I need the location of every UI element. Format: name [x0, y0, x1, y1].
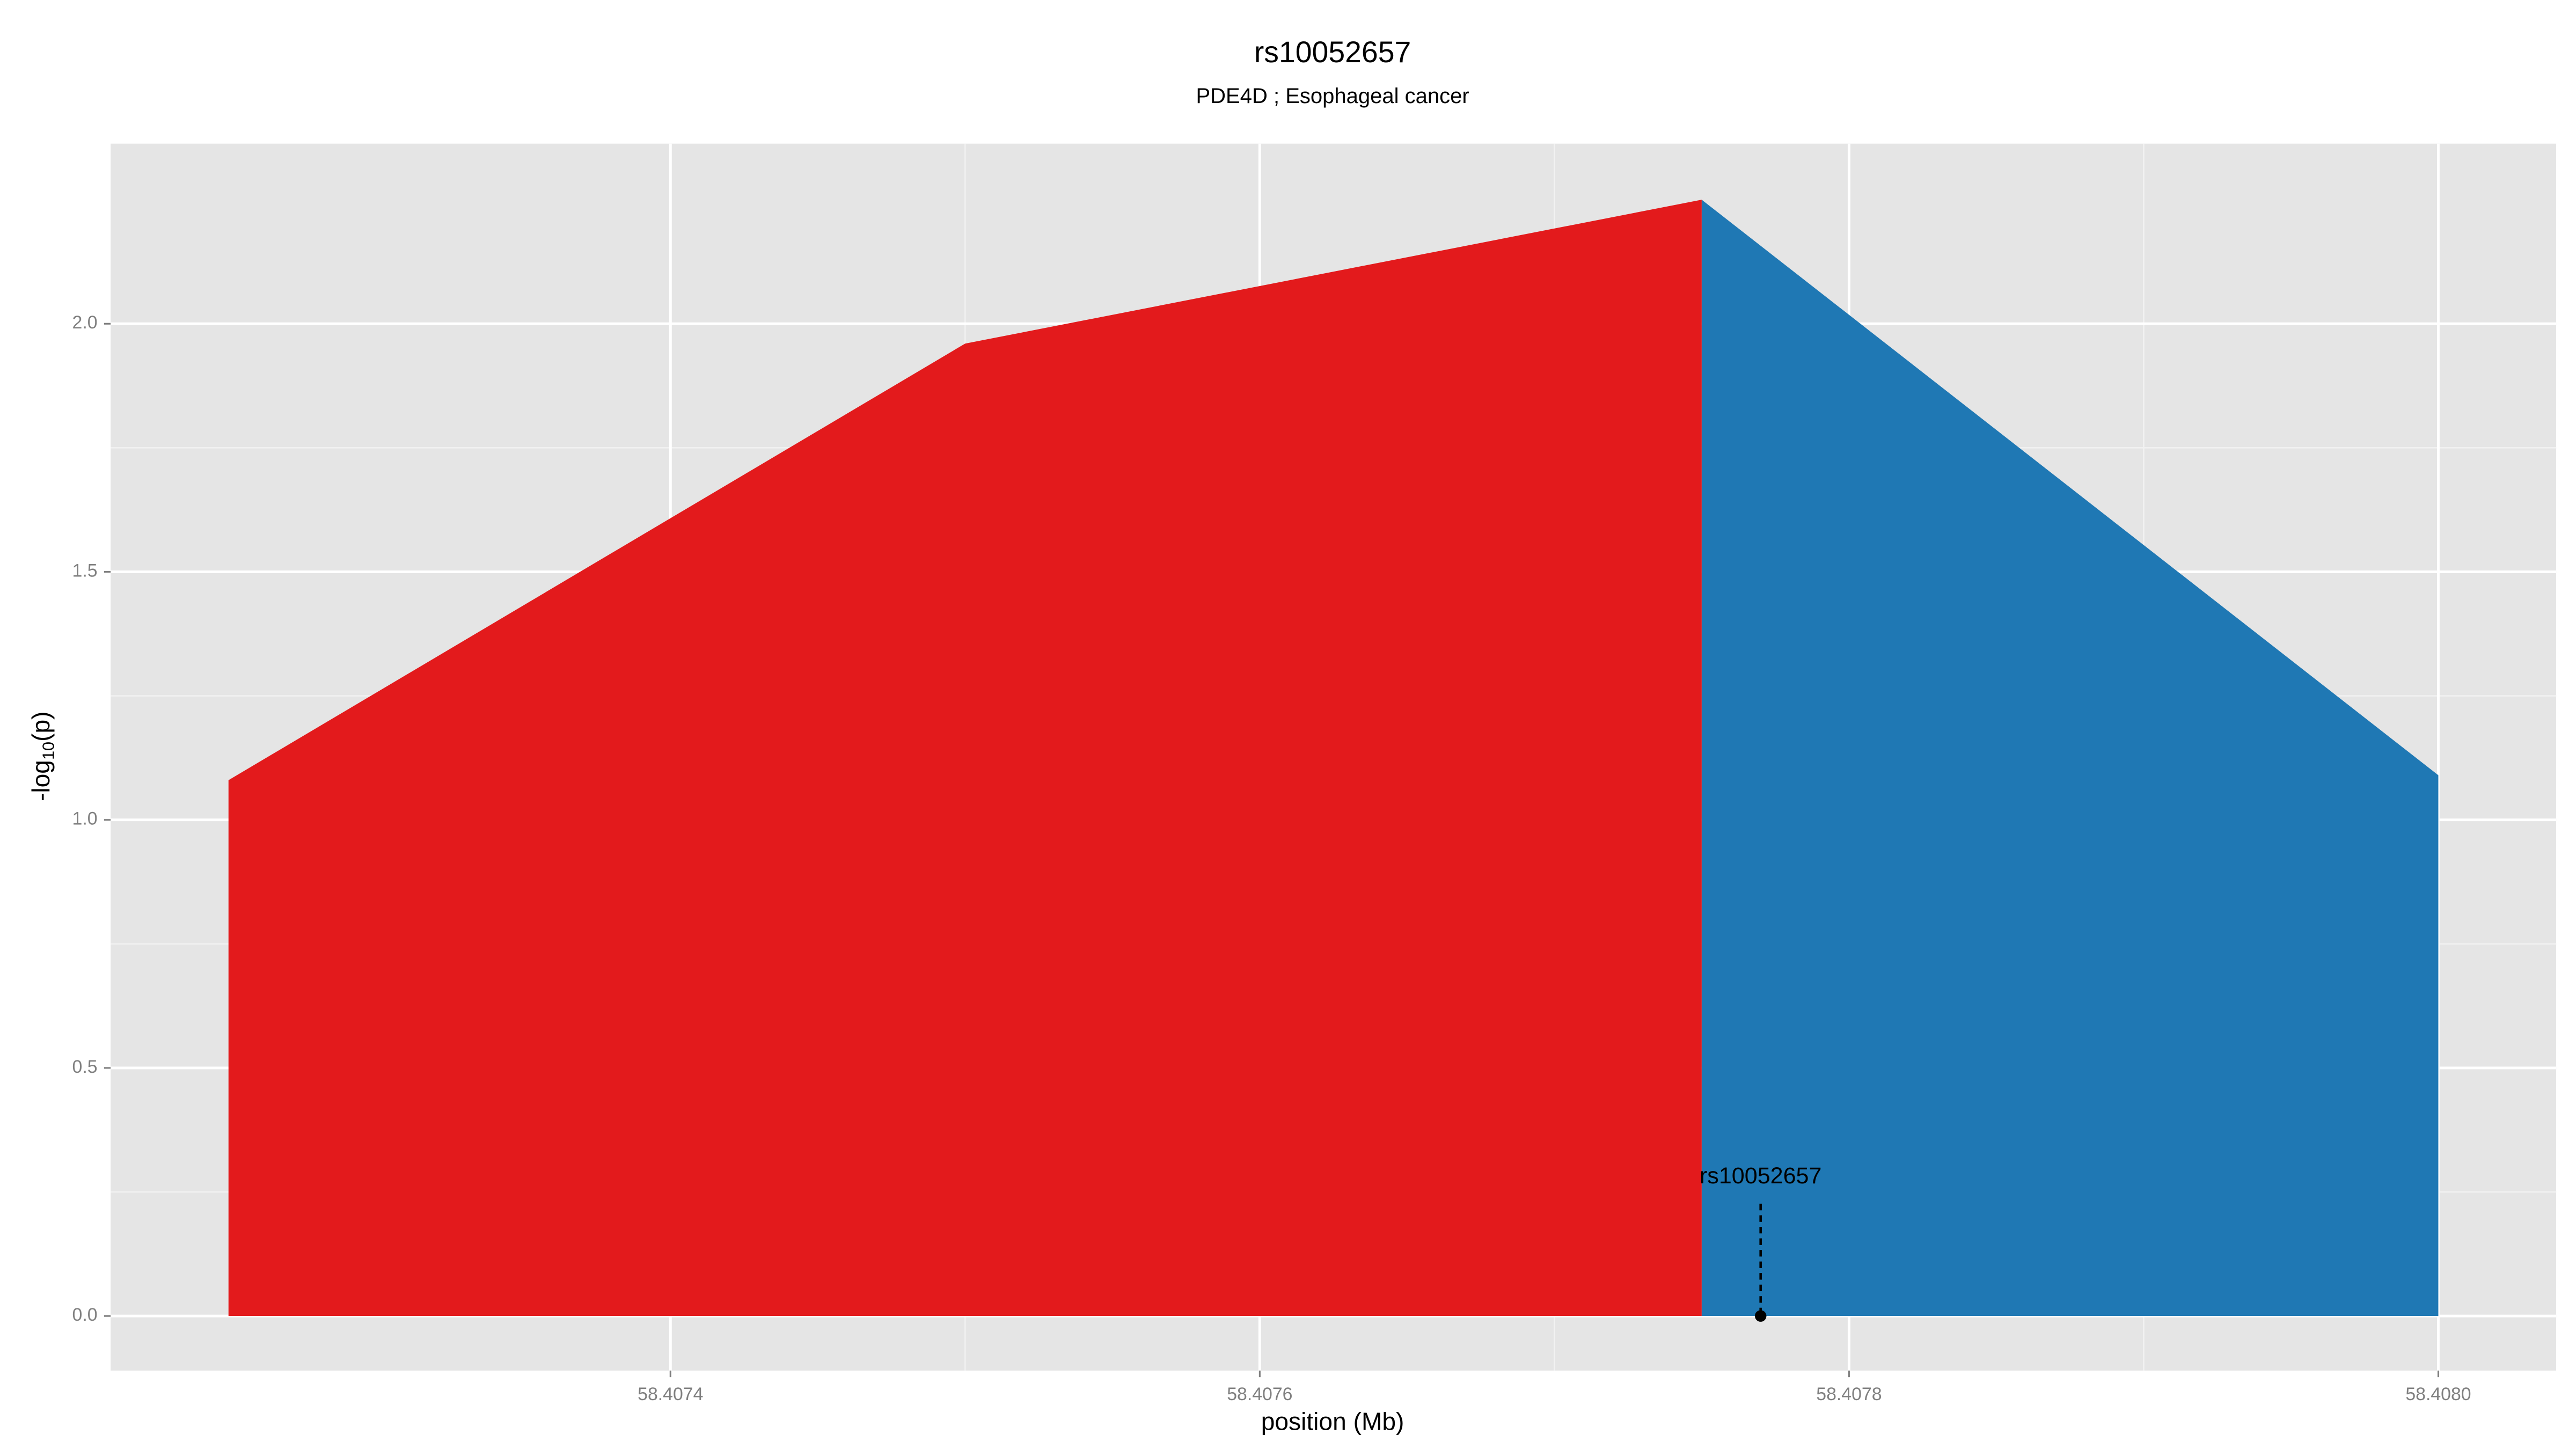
y-axis-label: -log10(p) [27, 711, 57, 801]
x-axis-label: position (Mb) [1261, 1407, 1404, 1435]
y-tick-label: 0.0 [72, 1305, 98, 1325]
annotation-point [1754, 1310, 1767, 1322]
y-tick-label: 1.5 [72, 560, 98, 581]
x-tick-label: 58.4074 [638, 1384, 703, 1404]
x-tick-label: 58.4080 [2405, 1384, 2471, 1404]
chart-title: rs10052657 [1254, 35, 1411, 69]
annotation-label: rs10052657 [1700, 1163, 1821, 1189]
y-tick-label: 0.5 [72, 1057, 98, 1077]
y-label-main: -log [27, 760, 55, 801]
y-tick-label: 2.0 [72, 312, 98, 333]
x-tick-label: 58.4078 [1816, 1384, 1882, 1404]
area [1701, 200, 2439, 1316]
y-label-tail: (p) [27, 711, 55, 741]
area [228, 200, 1702, 1316]
y-tick-label: 1.0 [72, 809, 98, 829]
y-label-sub: 10 [39, 742, 57, 760]
x-tick-label: 58.4076 [1227, 1384, 1292, 1404]
chart-subtitle: PDE4D ; Esophageal cancer [1196, 84, 1469, 108]
